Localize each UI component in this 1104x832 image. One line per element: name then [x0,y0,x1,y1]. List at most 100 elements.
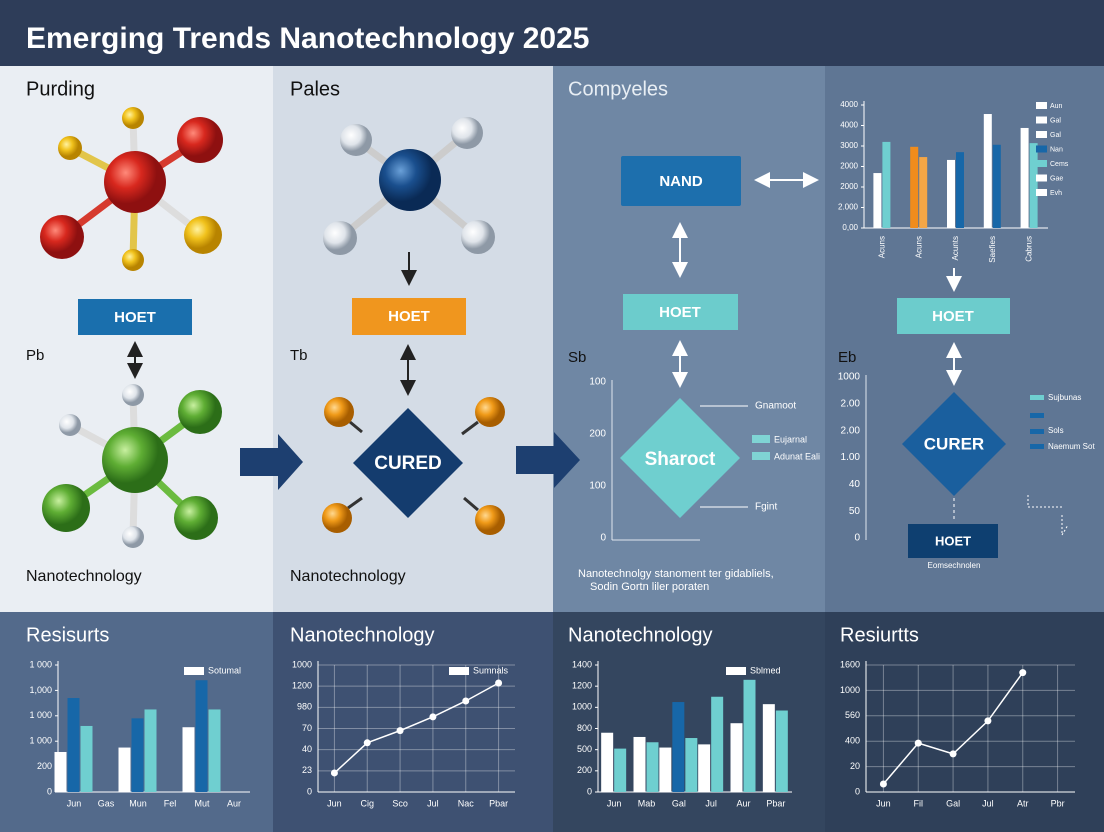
bar [947,159,955,228]
y-tick-label: 980 [297,702,312,712]
caption: Nanotechnology [26,568,142,585]
legend-swatch [1036,145,1047,153]
legend-label: Gae [1050,175,1063,182]
y-tick-label: 560 [845,710,860,720]
side-label: Tb [290,347,308,364]
box-label: HOET [114,309,156,326]
caption: Eomsechnolen [928,561,981,570]
diamond [902,392,1006,496]
x-tick-label: Mab [638,798,656,808]
side-label: Pb [26,347,44,364]
bar [992,144,1001,228]
y-tick-label: 400 [845,736,860,746]
y-tick-label: 1 000 [29,710,52,720]
bar [1029,143,1038,228]
bar [983,114,992,228]
y-tick-label: 200 [577,765,592,775]
x-tick-label: Cabrus [1025,236,1034,262]
bar [646,742,659,792]
legend-swatch [1036,102,1047,109]
x-tick-label: Pbar [489,798,508,808]
x-tick-label: Atr [1017,798,1029,808]
legend-label: Aun [1050,103,1063,110]
box [78,299,192,335]
point [879,780,887,788]
title: Emerging Trends Nanotechnology 2025 [26,22,589,55]
legend-swatch [1030,395,1044,400]
bar [762,704,775,792]
legend-label: Sols [1048,426,1064,435]
y-tick-label: 0 [307,786,312,796]
bar [80,725,93,792]
legend-swatch [752,435,770,443]
heading: Purding [26,78,95,100]
header-bg [0,0,1104,66]
y-tick-label: 0 [587,786,592,796]
axis-label: 50 [849,506,861,517]
heading: Pales [290,78,340,100]
y-tick-label: 1000 [292,659,312,669]
bar [711,696,724,792]
x-tick-label: Fel [164,798,177,808]
bar [672,702,685,792]
y-tick-label: 70 [302,723,312,733]
bar [601,732,614,792]
box-label: HOET [659,304,701,321]
x-tick-label: Jul [982,798,994,808]
legend-swatch [1036,160,1047,167]
x-tick-label: Sco [392,798,408,808]
heading: Nanotechnology [290,624,435,646]
legend-swatch [1036,174,1047,182]
caption: Nanotechnology [290,568,406,585]
x-tick-label: Pbr [1051,798,1065,808]
x-tick-label: Acuns [914,236,923,258]
legend-swatch [1036,189,1047,196]
y-tick-label: 20 [850,761,860,771]
legend-swatch [1030,444,1044,449]
panel-bg [825,66,1104,612]
y-tick-label: 0 [855,786,860,796]
y-tick-label: 1200 [572,681,592,691]
big-arrow [516,432,580,488]
diamond [353,408,463,518]
note: Fgint [755,502,777,513]
legend-swatch [1030,429,1044,434]
point [396,727,404,735]
axis-label: 2.00 [841,425,861,436]
x-tick-label: Aur [736,798,750,808]
caption: Nanotechnolgy stanoment ter gidabliels, [578,568,774,580]
box [897,298,1010,334]
bar [54,751,67,792]
bar [882,141,891,228]
panel-bg [553,66,825,612]
x-tick-label: Mut [194,798,210,808]
box [621,156,741,206]
point [949,750,957,758]
axis-label: 1000 [838,372,861,383]
legend-label: Cems [1050,161,1069,168]
box-label: HOET [935,533,971,548]
bar [67,698,80,792]
bar [208,709,221,792]
bar [685,738,698,792]
y-tick-label: 23 [302,765,312,775]
point [330,769,338,777]
box-label: HOET [388,308,430,325]
box [908,524,998,558]
diamond-label: CURER [924,434,984,453]
y-tick-label: 1 000 [29,659,52,669]
caption: Sodin Gortn liler poraten [590,581,709,593]
x-tick-label: Gas [98,798,115,808]
legend-swatch [1036,131,1047,138]
panel-bg [273,612,553,832]
y-tick-label: 1,000 [29,685,52,695]
decoration [1027,495,1069,537]
legend-swatch [1036,116,1047,124]
legend-swatch [449,667,469,675]
x-tick-label: Cig [360,798,374,808]
point [1019,669,1027,677]
bar [775,710,788,792]
axis-label: 1.00 [841,452,861,463]
